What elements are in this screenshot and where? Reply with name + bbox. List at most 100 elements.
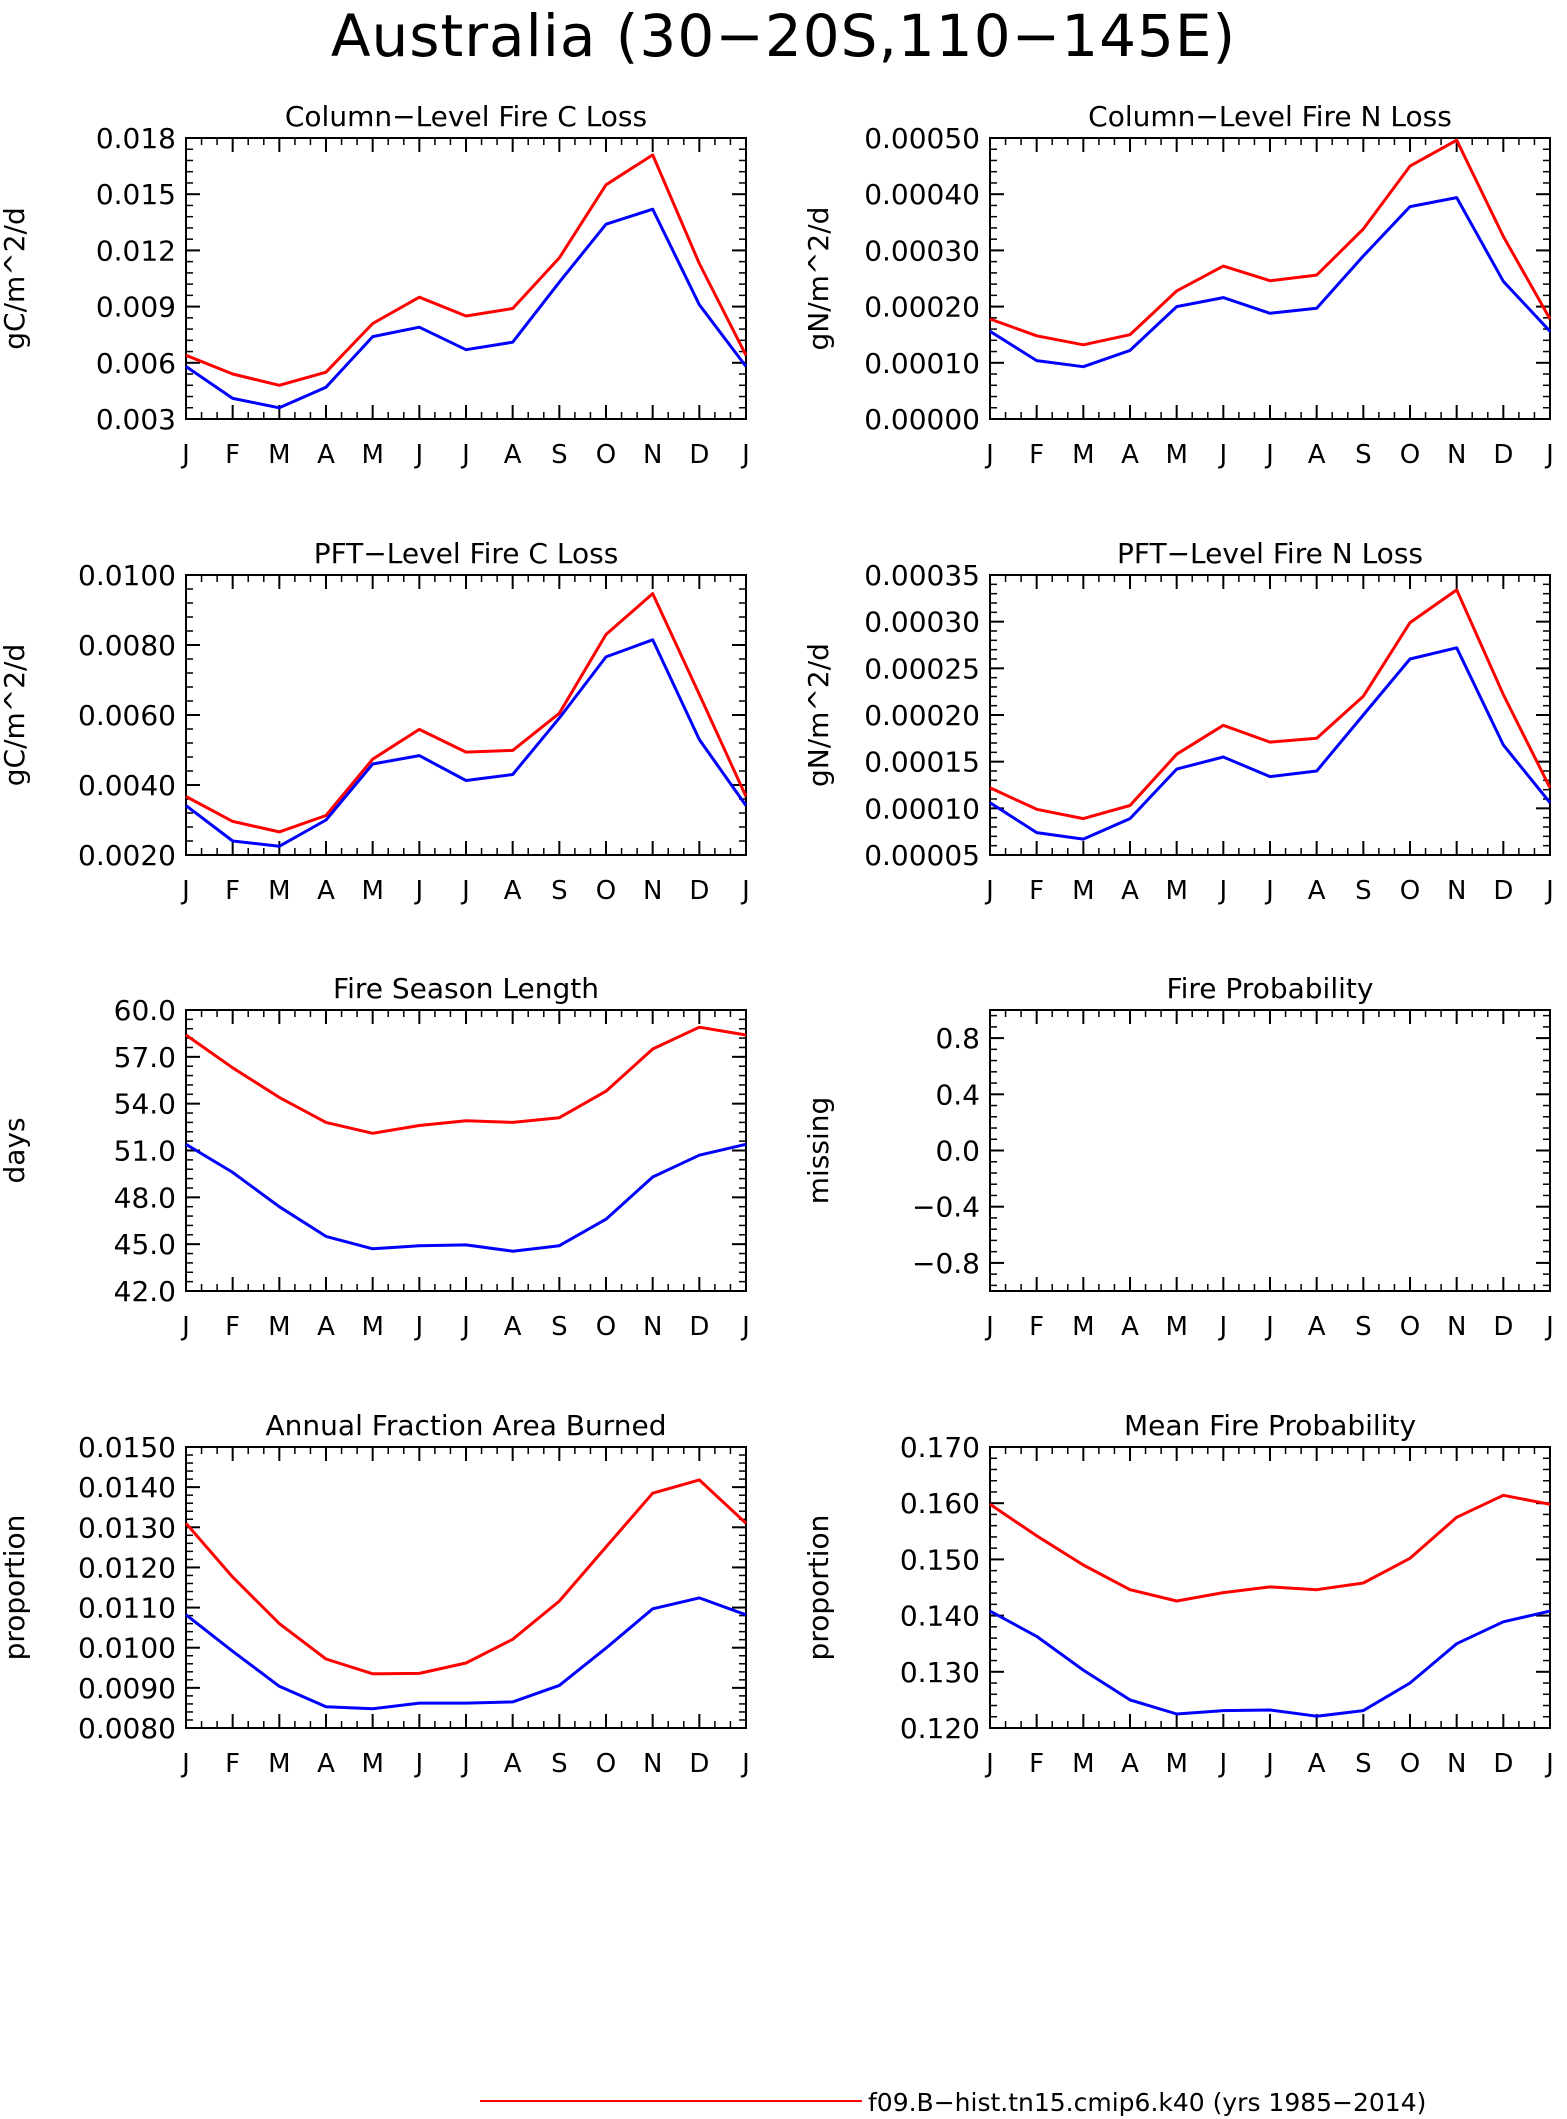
x-tick-label: N <box>1447 876 1466 906</box>
x-tick-label: D <box>689 1312 709 1342</box>
series-line-1 <box>989 196 1552 369</box>
y-tick-label: 0.0 <box>935 1135 980 1168</box>
x-tick-label: D <box>1493 876 1513 906</box>
y-tick-label: 0.00005 <box>864 839 980 872</box>
x-tick-label: S <box>551 1749 568 1779</box>
x-tick-label: J <box>413 1312 423 1342</box>
x-tick-label: J <box>1544 1312 1554 1342</box>
x-tick-label: S <box>1355 1749 1372 1779</box>
x-tick-label: J <box>180 1312 190 1342</box>
y-tick-label: 0.00040 <box>864 178 980 211</box>
x-tick-label: F <box>225 440 240 470</box>
x-tick-label: M <box>361 876 383 906</box>
x-tick-label: J <box>984 876 994 906</box>
x-tick-label: D <box>1493 1749 1513 1779</box>
x-tick-label: A <box>1121 1749 1139 1779</box>
x-tick-label: J <box>413 1749 423 1779</box>
x-tick-label: J <box>1264 1312 1274 1342</box>
x-tick-label: J <box>1264 440 1274 470</box>
x-tick-label: N <box>643 876 662 906</box>
x-tick-label: M <box>1072 1312 1094 1342</box>
y-tick-label: 0.8 <box>935 1022 980 1055</box>
chart-panel-7: J F M A M J J A S O N D J0.1200.1300.1400.1500.1600.… <box>802 1409 1554 1779</box>
x-tick-label: S <box>551 1312 568 1342</box>
y-axis-label: proportion <box>0 1515 31 1661</box>
series-line-1 <box>989 646 1552 841</box>
series-line-0 <box>185 1025 747 1135</box>
y-tick-label: 0.140 <box>900 1600 980 1633</box>
y-tick-label: 45.0 <box>114 1228 176 1261</box>
y-tick-label: 0.0020 <box>78 839 176 872</box>
x-tick-label: M <box>361 1749 383 1779</box>
x-tick-label: O <box>1400 1749 1420 1779</box>
x-tick-label: S <box>551 440 568 470</box>
y-tick-label: 0.0100 <box>78 1632 176 1665</box>
y-tick-label: 0.170 <box>900 1431 980 1464</box>
y-tick-label: 0.130 <box>900 1656 980 1689</box>
x-tick-label: F <box>1029 1312 1044 1342</box>
x-tick-label: J <box>740 876 750 906</box>
x-tick-label: A <box>317 1312 335 1342</box>
x-tick-label: D <box>689 876 709 906</box>
x-tick-label: S <box>1355 1312 1372 1342</box>
x-tick-label: M <box>268 1749 290 1779</box>
chart-title: Column−Level Fire C Loss <box>285 100 647 133</box>
x-tick-label: J <box>413 876 423 906</box>
x-tick-label: J <box>740 440 750 470</box>
y-tick-label: 0.009 <box>96 291 176 324</box>
y-tick-label: 0.0120 <box>78 1551 176 1584</box>
x-tick-label: J <box>180 1749 190 1779</box>
x-tick-label: J <box>460 876 470 906</box>
y-tick-label: 0.0100 <box>78 559 176 592</box>
chart-title: Fire Probability <box>1167 972 1374 1005</box>
series-line-0 <box>989 588 1552 821</box>
y-axis-label: gN/m^2/d <box>802 643 835 787</box>
x-tick-label: F <box>225 1312 240 1342</box>
x-tick-label: J <box>1217 1749 1227 1779</box>
series-line-1 <box>185 638 748 848</box>
x-tick-label: M <box>1072 876 1094 906</box>
y-tick-label: 60.0 <box>114 994 176 1027</box>
x-tick-label: F <box>1029 876 1044 906</box>
x-tick-label: J <box>1217 1312 1227 1342</box>
x-tick-label: A <box>1308 1312 1326 1342</box>
x-tick-label: A <box>504 440 522 470</box>
x-tick-label: A <box>317 1749 335 1779</box>
y-tick-label: 0.0150 <box>78 1431 176 1464</box>
series-line-1 <box>989 1609 1551 1718</box>
x-tick-label: F <box>1029 440 1044 470</box>
chart-panel-6: J F M A M J J A S O N D J0.00800.00900.01000.01100.0… <box>0 1409 750 1779</box>
chart-panel-0: J F M A M J J A S O N D J0.0030.0060.0090.0120.0150.… <box>0 100 750 470</box>
x-tick-label: F <box>225 876 240 906</box>
x-tick-label: J <box>1264 876 1274 906</box>
y-tick-label: 0.00030 <box>864 234 980 267</box>
chart-panel-4: J F M A M J J A S O N D J42.045.048.051.054.057.060.… <box>0 972 750 1342</box>
x-tick-label: J <box>460 1749 470 1779</box>
x-tick-label: M <box>1072 440 1094 470</box>
x-tick-label: J <box>413 440 423 470</box>
x-tick-label: N <box>1447 1749 1466 1779</box>
y-tick-label: 0.0040 <box>78 769 176 802</box>
y-tick-label: 0.012 <box>96 234 176 267</box>
plot-frame <box>185 1009 747 1292</box>
x-tick-label: M <box>1165 876 1187 906</box>
y-tick-label: 0.160 <box>900 1487 980 1520</box>
y-tick-label: 0.00050 <box>864 122 980 155</box>
y-axis-label: missing <box>802 1097 835 1205</box>
y-tick-label: 48.0 <box>114 1181 176 1214</box>
chart-panel-1: J F M A M J J A S O N D J0.000000.000100.000200.0003… <box>802 100 1554 470</box>
y-tick-label: −0.4 <box>912 1191 980 1224</box>
y-tick-label: 0.015 <box>96 178 176 211</box>
x-tick-label: M <box>1165 1312 1187 1342</box>
x-tick-label: A <box>1121 440 1139 470</box>
y-tick-label: 0.018 <box>96 122 176 155</box>
x-tick-label: D <box>1493 440 1513 470</box>
series-line-0 <box>185 592 748 834</box>
x-tick-label: M <box>268 876 290 906</box>
y-tick-label: 0.0060 <box>78 699 176 732</box>
chart-title: Column−Level Fire N Loss <box>1088 100 1452 133</box>
x-tick-label: N <box>643 1312 662 1342</box>
x-tick-label: J <box>984 1749 994 1779</box>
x-tick-label: J <box>740 1749 750 1779</box>
